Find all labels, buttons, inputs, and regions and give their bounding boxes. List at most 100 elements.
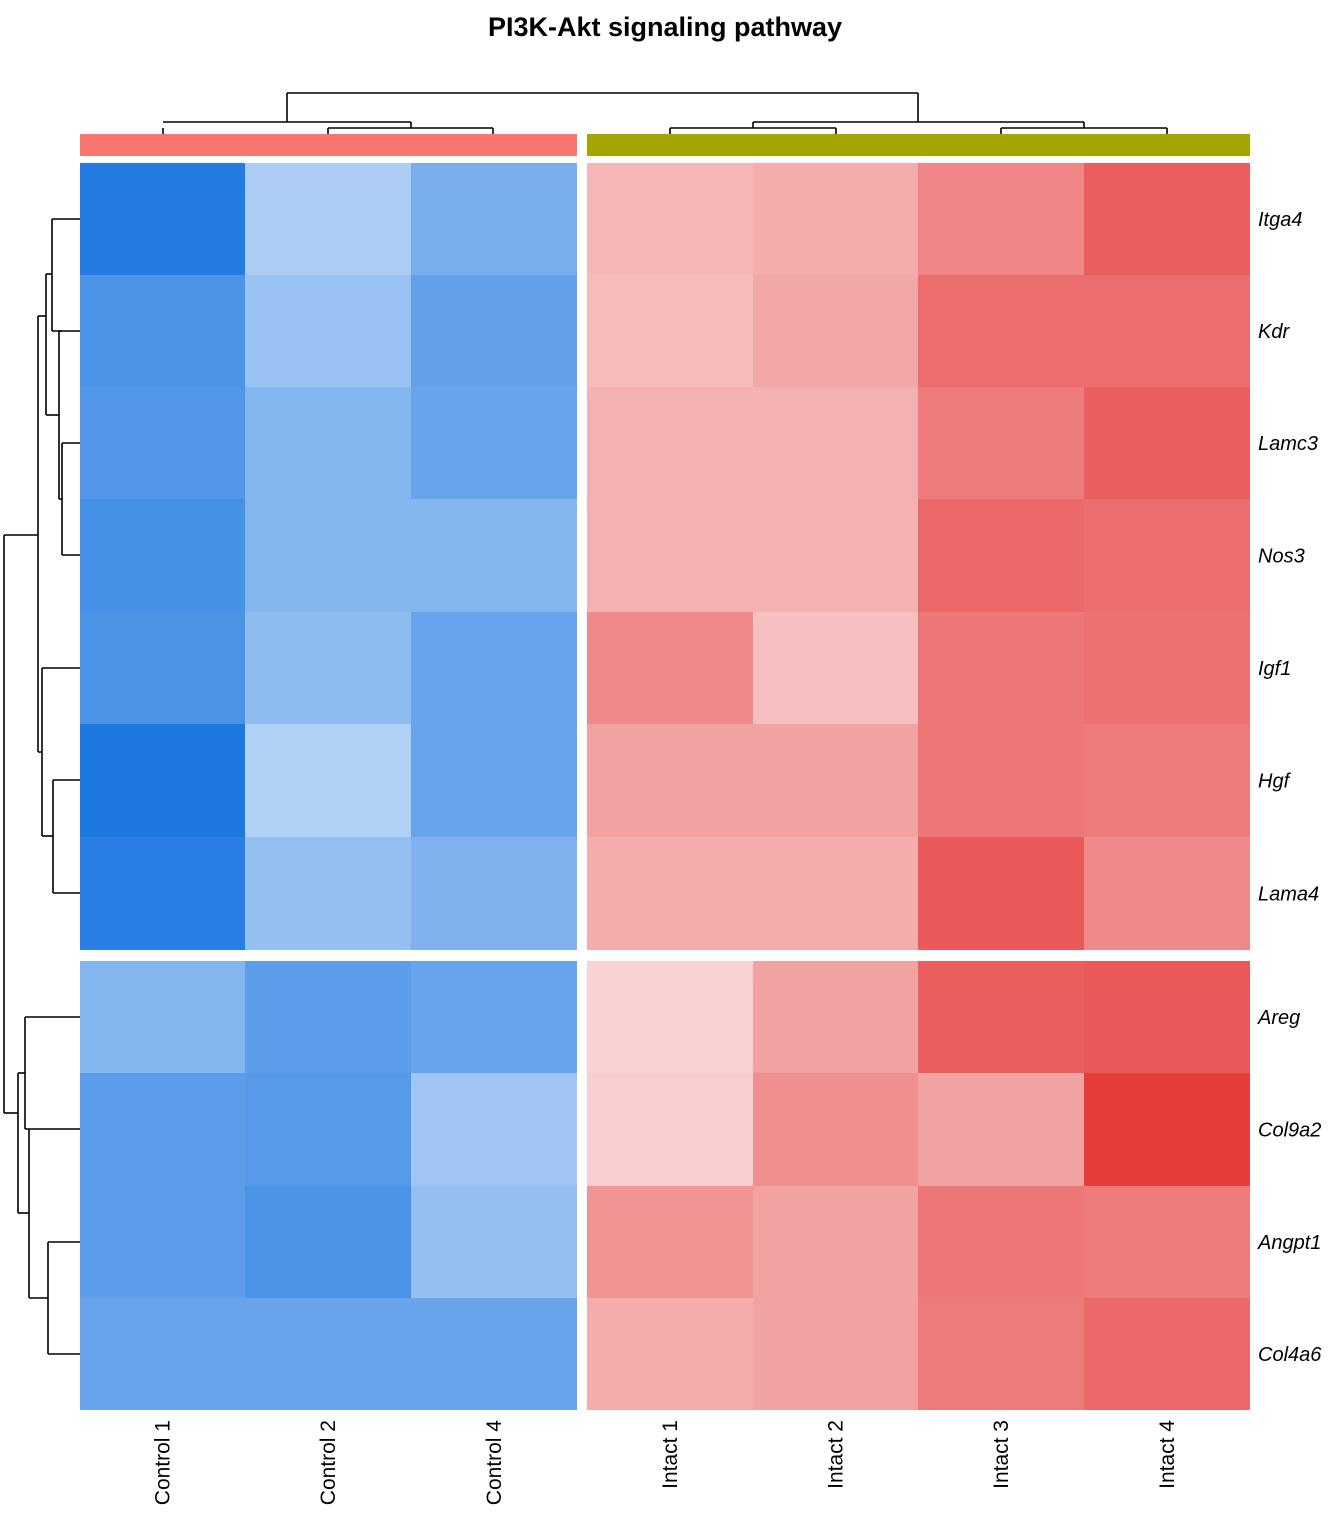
cell-nos3-intact-4 xyxy=(1084,499,1250,612)
cell-areg-intact-1 xyxy=(587,961,753,1073)
column-annotation-bars xyxy=(80,134,1250,156)
cell-itga4-control-2 xyxy=(245,163,411,275)
cell-igf1-intact-4 xyxy=(1084,612,1250,724)
cell-col4a6-intact-4 xyxy=(1084,1298,1250,1410)
column-label-control-2: Control 2 xyxy=(317,1420,340,1505)
column-label-control-4: Control 4 xyxy=(483,1420,506,1506)
cell-igf1-control-2 xyxy=(245,612,411,724)
row-label-itga4: Itga4 xyxy=(1258,209,1302,231)
column-labels: Control 1 Control 2 Control 4 Intact 1 Intac… xyxy=(152,1420,1180,1506)
cell-areg-control-4 xyxy=(411,961,577,1073)
cell-igf1-control-4 xyxy=(411,612,577,724)
cell-col9a2-intact-1 xyxy=(587,1073,753,1186)
cell-kdr-control-4 xyxy=(411,275,577,387)
cell-lamc3-control-1 xyxy=(80,387,245,499)
cell-lamc3-control-4 xyxy=(411,387,577,499)
cell-col9a2-control-1 xyxy=(80,1073,245,1186)
row-label-igf1: Igf1 xyxy=(1258,658,1291,680)
cell-itga4-control-4 xyxy=(411,163,577,275)
cell-kdr-intact-1 xyxy=(587,275,753,387)
row-label-areg: Areg xyxy=(1257,1007,1300,1029)
cell-lama4-control-2 xyxy=(245,837,411,950)
cell-nos3-intact-1 xyxy=(587,499,753,612)
cell-itga4-control-1 xyxy=(80,163,245,275)
annotation-bar-intact xyxy=(587,134,1250,156)
cell-lamc3-control-2 xyxy=(245,387,411,499)
cell-col9a2-control-4 xyxy=(411,1073,577,1186)
cell-hgf-intact-1 xyxy=(587,724,753,837)
cell-col9a2-intact-3 xyxy=(918,1073,1084,1186)
cell-igf1-intact-3 xyxy=(918,612,1084,724)
cell-col4a6-intact-3 xyxy=(918,1298,1084,1410)
cell-kdr-intact-3 xyxy=(918,275,1084,387)
cell-lamc3-intact-1 xyxy=(587,387,753,499)
cell-angpt1-control-1 xyxy=(80,1186,245,1298)
column-label-intact-3: Intact 3 xyxy=(990,1420,1013,1489)
cell-hgf-intact-4 xyxy=(1084,724,1250,837)
cell-igf1-intact-2 xyxy=(753,612,918,724)
cell-areg-control-1 xyxy=(80,961,245,1073)
cell-col9a2-intact-2 xyxy=(753,1073,918,1186)
cell-kdr-intact-2 xyxy=(753,275,918,387)
cell-itga4-intact-1 xyxy=(587,163,753,275)
cell-angpt1-intact-3 xyxy=(918,1186,1084,1298)
cell-lama4-control-4 xyxy=(411,837,577,950)
column-dendrogram xyxy=(162,92,1168,134)
annotation-bar-control xyxy=(80,134,577,156)
cell-angpt1-control-2 xyxy=(245,1186,411,1298)
cell-hgf-control-1 xyxy=(80,724,245,837)
cell-col4a6-control-2 xyxy=(245,1298,411,1410)
column-label-intact-2: Intact 2 xyxy=(825,1420,848,1489)
cell-angpt1-intact-4 xyxy=(1084,1186,1250,1298)
row-label-hgf: Hgf xyxy=(1258,771,1292,793)
heatmap-cells xyxy=(80,163,1250,1410)
cell-col4a6-intact-2 xyxy=(753,1298,918,1410)
cell-lama4-intact-2 xyxy=(753,837,918,950)
cell-angpt1-intact-1 xyxy=(587,1186,753,1298)
cell-nos3-control-1 xyxy=(80,499,245,612)
cell-lamc3-intact-4 xyxy=(1084,387,1250,499)
cell-lama4-intact-1 xyxy=(587,837,753,950)
row-label-lamc3: Lamc3 xyxy=(1258,433,1318,455)
cell-hgf-intact-3 xyxy=(918,724,1084,837)
cell-hgf-intact-2 xyxy=(753,724,918,837)
cell-lamc3-intact-2 xyxy=(753,387,918,499)
cell-areg-intact-4 xyxy=(1084,961,1250,1073)
cell-lama4-intact-4 xyxy=(1084,837,1250,950)
cell-itga4-intact-4 xyxy=(1084,163,1250,275)
row-label-lama4: Lama4 xyxy=(1258,884,1319,906)
cell-areg-intact-2 xyxy=(753,961,918,1073)
row-label-kdr: Kdr xyxy=(1258,321,1290,343)
cell-col4a6-control-4 xyxy=(411,1298,577,1410)
cell-angpt1-control-4 xyxy=(411,1186,577,1298)
cell-col4a6-intact-1 xyxy=(587,1298,753,1410)
row-labels: Itga4 Kdr Lamc3 Nos3 Igf1 Hgf Lama4 Areg Col9a2 A… xyxy=(1257,209,1322,1366)
cell-angpt1-intact-2 xyxy=(753,1186,918,1298)
cell-areg-control-2 xyxy=(245,961,411,1073)
cell-lama4-control-1 xyxy=(80,837,245,950)
cell-nos3-control-4 xyxy=(411,499,577,612)
column-label-intact-4: Intact 4 xyxy=(1156,1420,1179,1489)
cell-igf1-intact-1 xyxy=(587,612,753,724)
row-label-col9a2: Col9a2 xyxy=(1258,1120,1321,1142)
cell-kdr-intact-4 xyxy=(1084,275,1250,387)
cell-lamc3-intact-3 xyxy=(918,387,1084,499)
cell-igf1-control-1 xyxy=(80,612,245,724)
cell-kdr-control-2 xyxy=(245,275,411,387)
cell-hgf-control-4 xyxy=(411,724,577,837)
cell-nos3-intact-2 xyxy=(753,499,918,612)
cell-col9a2-control-2 xyxy=(245,1073,411,1186)
cell-itga4-intact-2 xyxy=(753,163,918,275)
chart-title: PI3K-Akt signaling pathway xyxy=(488,12,842,42)
row-dendrogram xyxy=(3,218,80,1355)
cell-itga4-intact-3 xyxy=(918,163,1084,275)
cell-areg-intact-3 xyxy=(918,961,1084,1073)
cell-kdr-control-1 xyxy=(80,275,245,387)
cell-col9a2-intact-4 xyxy=(1084,1073,1250,1186)
cell-hgf-control-2 xyxy=(245,724,411,837)
column-label-control-1: Control 1 xyxy=(152,1420,175,1505)
row-label-col4a6: Col4a6 xyxy=(1258,1344,1322,1366)
row-label-nos3: Nos3 xyxy=(1258,546,1305,568)
